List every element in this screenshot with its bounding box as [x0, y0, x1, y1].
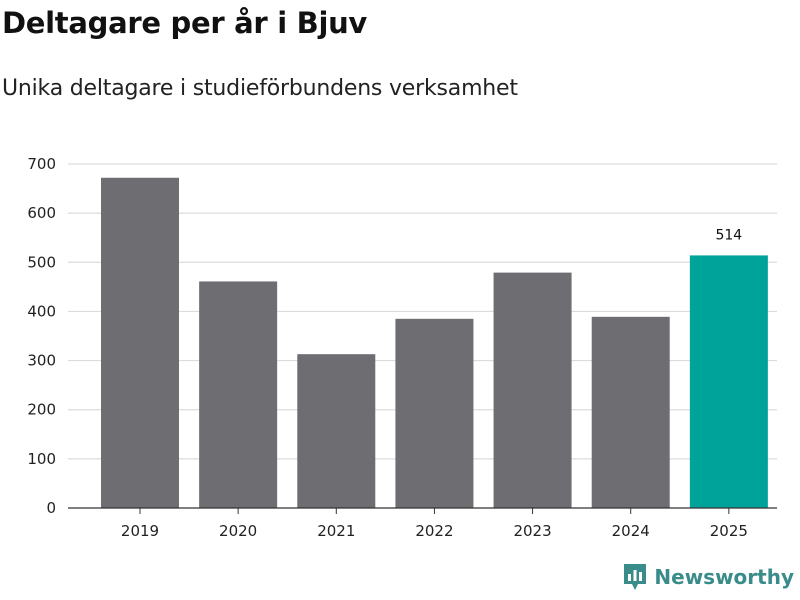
y-tick-label: 100 — [27, 450, 56, 468]
chart-title: Deltagare per år i Bjuv — [2, 6, 368, 40]
bar-2025 — [689, 255, 768, 508]
y-tick-label: 700 — [27, 155, 56, 173]
y-tick-label: 200 — [27, 401, 56, 419]
y-tick-label: 500 — [27, 253, 56, 271]
data-label: 514 — [715, 227, 742, 243]
bar-2019 — [101, 177, 179, 508]
x-tick-label: 2020 — [219, 522, 257, 540]
chart-subtitle: Unika deltagare i studieförbundens verks… — [2, 76, 518, 101]
newsworthy-logo: Newsworthy — [622, 562, 794, 592]
y-tick-label: 600 — [27, 204, 56, 222]
y-tick-label: 400 — [27, 302, 56, 320]
y-tick-label: 0 — [46, 499, 56, 517]
x-tick-label: 2023 — [513, 522, 551, 540]
bar-2021 — [297, 354, 376, 508]
newsworthy-logo-text: Newsworthy — [654, 565, 794, 589]
x-tick-label: 2022 — [415, 522, 453, 540]
newsworthy-logo-icon — [624, 564, 647, 590]
bar-2023 — [493, 272, 572, 508]
x-tick-label: 2019 — [121, 522, 159, 540]
x-tick-label: 2025 — [710, 522, 748, 540]
bar-2022 — [395, 318, 474, 508]
bar-2020 — [199, 281, 278, 508]
x-tick-label: 2024 — [612, 522, 650, 540]
y-tick-label: 300 — [27, 352, 56, 370]
x-tick-label: 2021 — [317, 522, 355, 540]
bar-2024 — [591, 316, 670, 508]
